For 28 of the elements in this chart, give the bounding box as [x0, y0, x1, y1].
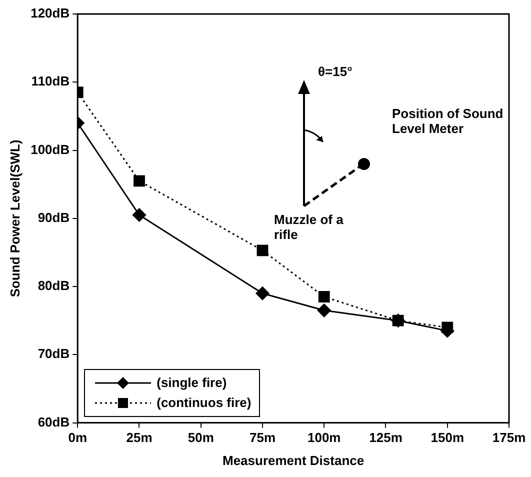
y-tick-label: 100dB [30, 142, 70, 157]
legend-label: (continuos fire) [156, 395, 252, 410]
legend-label: (single fire) [156, 375, 227, 390]
point [317, 304, 331, 318]
y-tick-label: 60dB [38, 414, 70, 430]
annotation: Muzzle of a rifle [274, 212, 344, 242]
y-tick-label: 90dB [38, 210, 70, 225]
point [256, 244, 268, 256]
y-tick-label: 120dB [30, 6, 70, 21]
x-tick-label: 75m [249, 430, 276, 446]
x-tick-label: 150m [430, 430, 464, 446]
y-tick-label: 80dB [38, 278, 70, 294]
x-tick-label: 100m [307, 430, 341, 446]
x-axis-title: Measurement Distance [222, 452, 364, 468]
x-tick-label: 175m [492, 430, 526, 446]
annotation: Position of Sound Level Meter [392, 106, 504, 136]
point [256, 286, 270, 300]
annotation: θ=15° [318, 64, 352, 79]
point [132, 208, 146, 222]
y-tick-label: 110dB [31, 74, 70, 89]
x-tick-label: 0m [68, 430, 88, 446]
y-tick-label: 70dB [38, 346, 70, 362]
x-tick-label: 50m [188, 430, 214, 446]
x-tick-label: 25m [126, 430, 152, 446]
y-axis-title: Sound Power Level(SWL) [7, 140, 22, 298]
point [318, 291, 330, 302]
x-tick-label: 125m [369, 430, 402, 446]
point [134, 175, 145, 187]
